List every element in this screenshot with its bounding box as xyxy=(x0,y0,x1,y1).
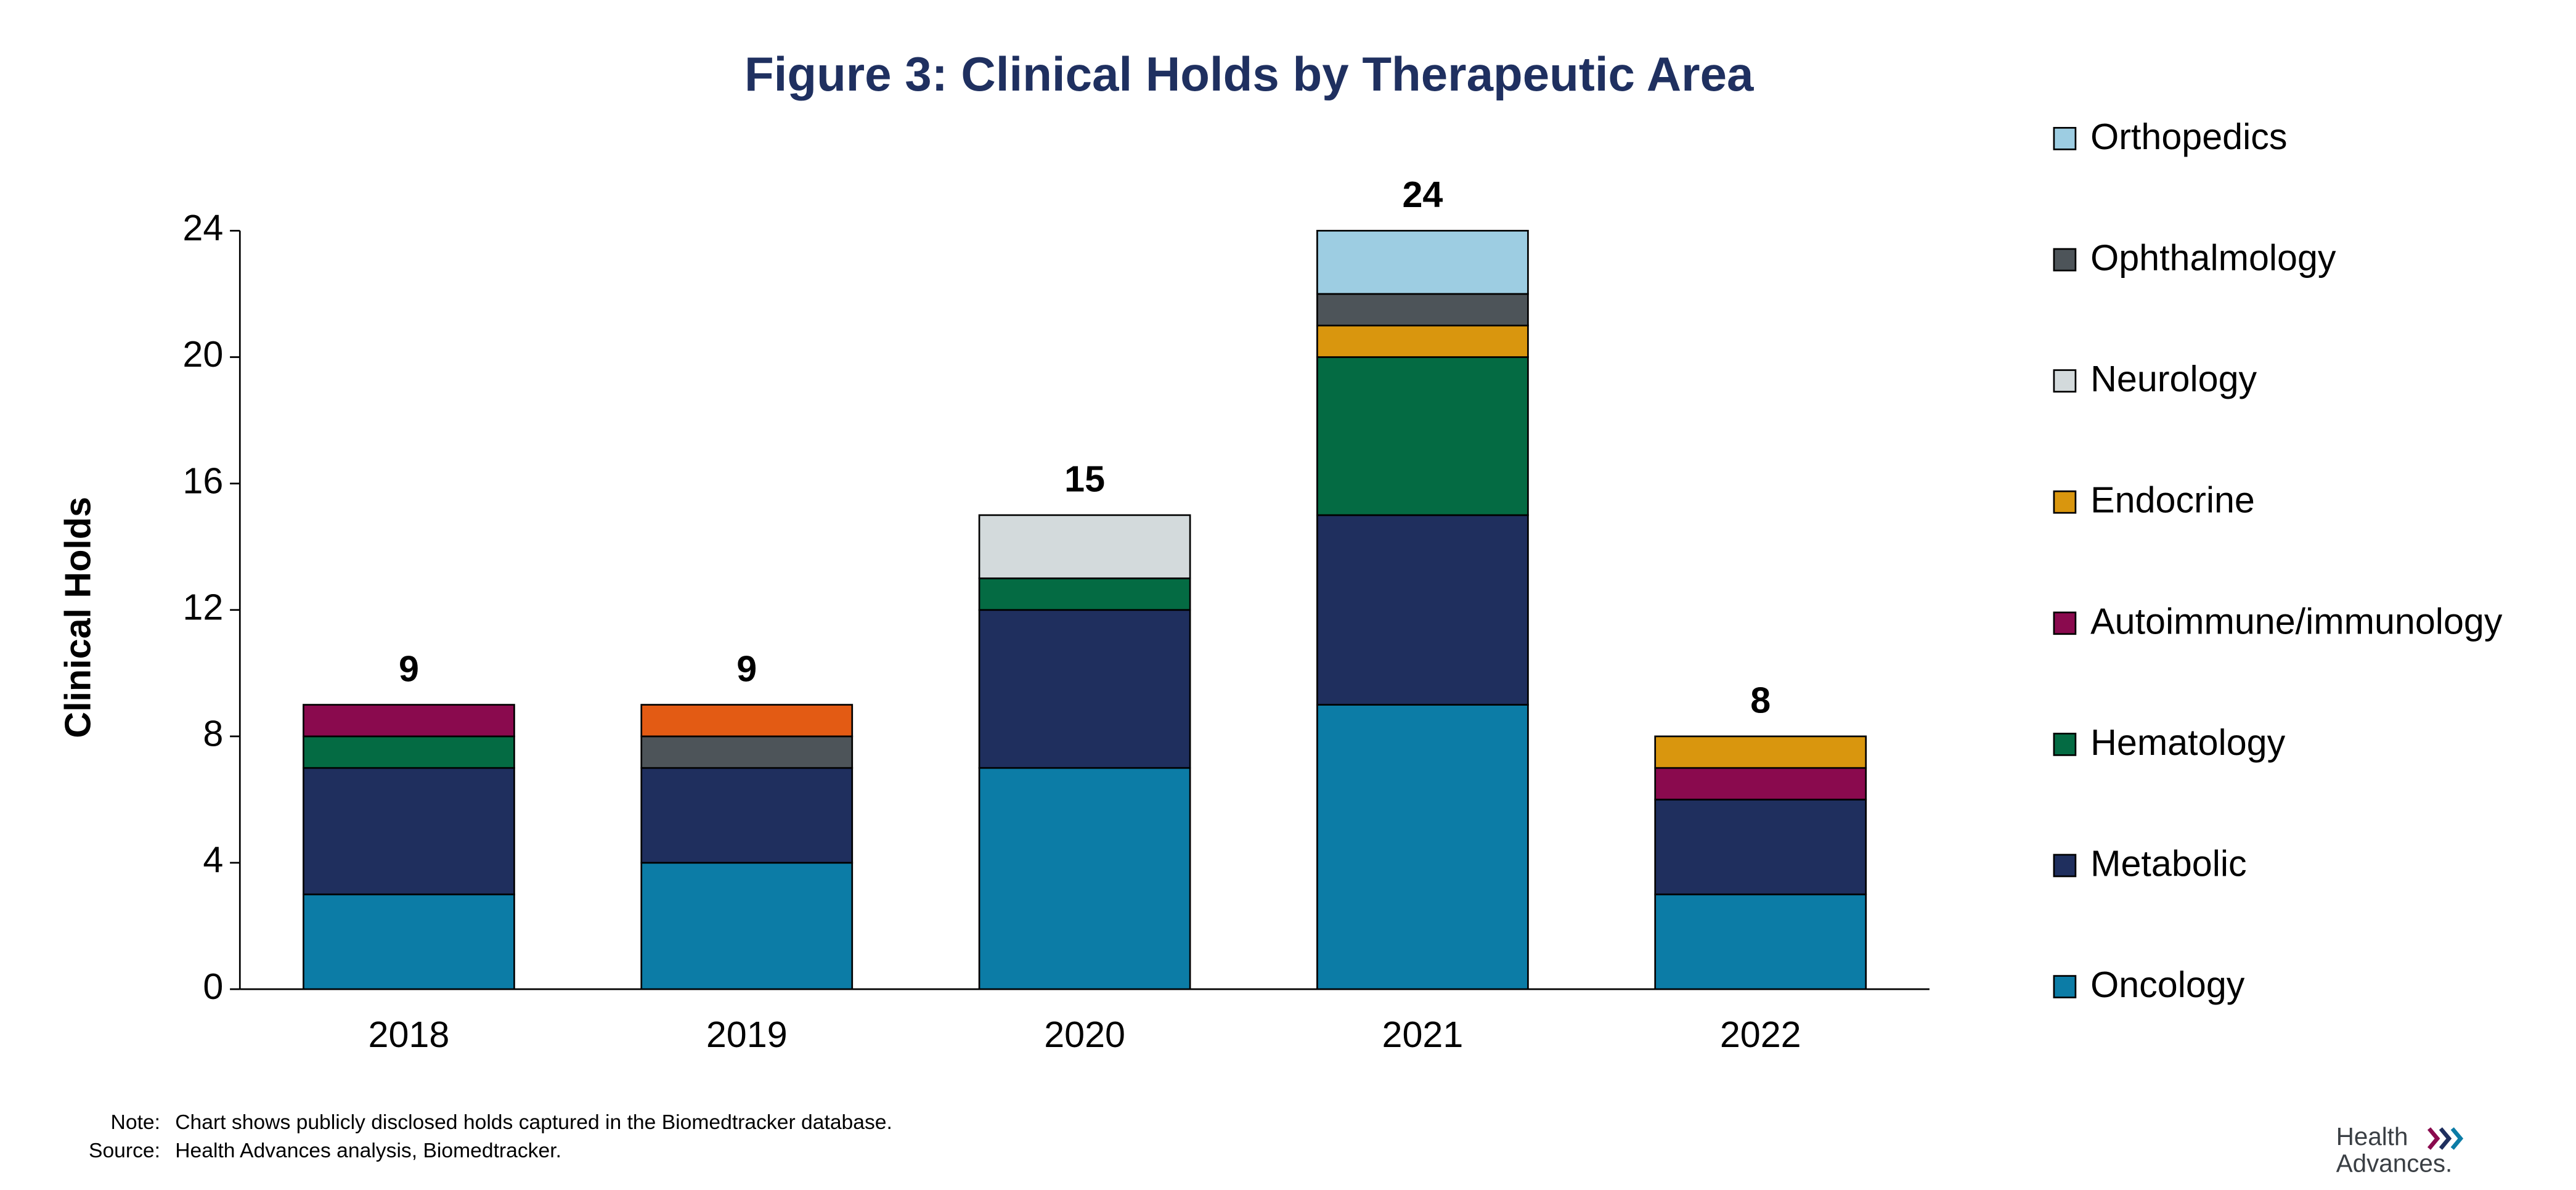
logo-text: Health xyxy=(2336,1122,2408,1151)
x-tick-label: 2021 xyxy=(1382,1014,1464,1055)
source: Health Advances analysis, Biomedtracker. xyxy=(175,1139,561,1162)
bar-segment xyxy=(978,609,1191,769)
bar-segment xyxy=(640,767,854,864)
legend-label: Metabolic xyxy=(2090,842,2247,884)
bar-segment xyxy=(303,704,515,738)
bar-segment xyxy=(978,767,1191,990)
bar-segment xyxy=(303,735,515,769)
bar-segment xyxy=(1316,356,1529,516)
y-tick-label: 20 xyxy=(182,333,223,375)
legend-swatch xyxy=(2053,854,2077,878)
total-label: 24 xyxy=(1402,174,1443,215)
logo-text: Advances. xyxy=(2336,1149,2453,1177)
legend-swatch xyxy=(2053,490,2077,514)
total-label: 15 xyxy=(1064,458,1105,500)
bar-segment xyxy=(640,704,854,738)
y-axis-title: Clinical Holds xyxy=(57,497,98,738)
total-label: 9 xyxy=(736,648,757,689)
bar-segment xyxy=(978,514,1191,579)
legend-label: Oncology xyxy=(2090,964,2245,1005)
legend-swatch xyxy=(2053,733,2077,756)
total-label: 8 xyxy=(1750,680,1771,721)
legend-swatch xyxy=(2053,248,2077,272)
x-tick-label: 2018 xyxy=(369,1014,450,1055)
bar-segment xyxy=(1654,767,1867,801)
legend-label: Ophthalmology xyxy=(2090,237,2336,278)
bar-segment xyxy=(1316,514,1529,706)
legend-label: Neurology xyxy=(2090,358,2257,399)
logo-arrows xyxy=(2427,1127,2464,1150)
bar-segment xyxy=(1654,735,1867,769)
bar-segment xyxy=(1316,293,1529,327)
y-tick-label: 4 xyxy=(203,839,223,881)
bar-segment xyxy=(1654,799,1867,895)
legend-swatch xyxy=(2053,127,2077,150)
note: Chart shows publicly disclosed holds cap… xyxy=(175,1111,892,1134)
legend-label: Endocrine xyxy=(2090,479,2255,521)
legend-swatch xyxy=(2053,975,2077,998)
bar-segment xyxy=(303,893,515,990)
bar-segment xyxy=(1316,704,1529,990)
legend-swatch xyxy=(2053,369,2077,393)
bar-segment xyxy=(303,767,515,895)
y-tick-label: 24 xyxy=(182,207,223,248)
x-tick-label: 2019 xyxy=(706,1014,788,1055)
chart-title: Figure 3: Clinical Holds by Therapeutic … xyxy=(744,47,1754,101)
note-label: Note: xyxy=(111,1111,160,1134)
bar-segment xyxy=(978,577,1191,611)
source-label: Source: xyxy=(89,1139,160,1162)
legend-label: Hematology xyxy=(2090,722,2285,763)
bar-segment xyxy=(1316,230,1529,295)
y-tick-label: 8 xyxy=(203,713,223,754)
bar-segment xyxy=(640,735,854,769)
x-tick-label: 2022 xyxy=(1720,1014,1801,1055)
legend-label: Orthopedics xyxy=(2090,116,2287,157)
total-label: 9 xyxy=(399,648,419,689)
legend-swatch xyxy=(2053,611,2077,635)
y-tick-label: 12 xyxy=(182,586,223,627)
bar-segment xyxy=(1654,893,1867,990)
x-tick-label: 2020 xyxy=(1044,1014,1125,1055)
legend-label: Autoimmune/immunology xyxy=(2090,600,2503,642)
bar-segment xyxy=(640,862,854,990)
y-tick-label: 0 xyxy=(203,966,223,1007)
bar-segment xyxy=(1316,324,1529,358)
y-tick-label: 16 xyxy=(182,460,223,501)
